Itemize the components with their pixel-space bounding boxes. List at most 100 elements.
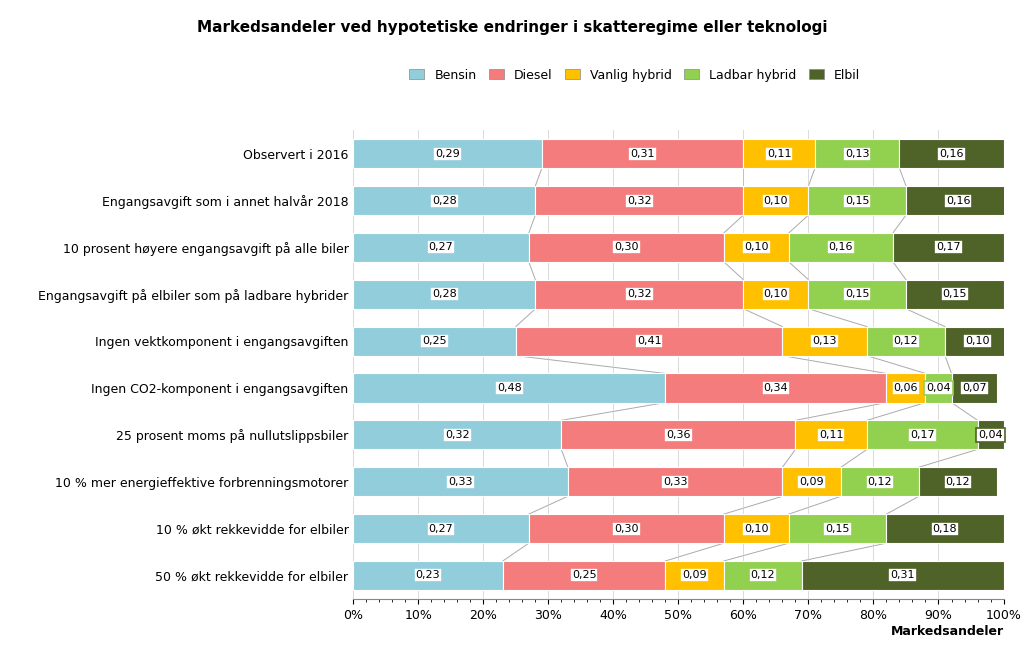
Bar — [788, 514, 887, 543]
Bar — [743, 139, 815, 168]
Text: 0,10: 0,10 — [966, 336, 990, 346]
Text: 0,16: 0,16 — [828, 242, 853, 253]
Text: 0,28: 0,28 — [432, 289, 457, 299]
Text: 0,16: 0,16 — [939, 148, 964, 159]
Bar — [528, 514, 724, 543]
Text: 0,32: 0,32 — [627, 289, 651, 299]
Bar — [899, 139, 1004, 168]
Text: 0,11: 0,11 — [767, 148, 792, 159]
Bar — [815, 139, 899, 168]
Bar — [809, 186, 906, 215]
Text: 0,31: 0,31 — [891, 570, 915, 581]
Text: 0,10: 0,10 — [744, 523, 769, 534]
Text: 0,04: 0,04 — [978, 430, 1002, 440]
Bar — [951, 374, 997, 402]
Text: 0,30: 0,30 — [614, 523, 639, 534]
Text: 0,17: 0,17 — [910, 430, 935, 440]
Bar — [743, 280, 809, 309]
Text: 0,13: 0,13 — [845, 148, 869, 159]
Bar — [893, 233, 1004, 262]
Text: 0,48: 0,48 — [497, 383, 521, 393]
Bar — [353, 467, 568, 496]
Bar — [353, 374, 666, 402]
Bar — [788, 233, 893, 262]
Bar — [743, 186, 809, 215]
Text: 0,11: 0,11 — [819, 430, 844, 440]
Text: 0,18: 0,18 — [933, 523, 957, 534]
Bar — [353, 280, 536, 309]
Text: 0,27: 0,27 — [429, 242, 454, 253]
Bar — [536, 186, 743, 215]
Text: 0,09: 0,09 — [682, 570, 707, 581]
Text: 0,13: 0,13 — [812, 336, 837, 346]
Bar — [666, 374, 887, 402]
Bar — [724, 561, 802, 590]
Bar — [978, 421, 1004, 449]
Bar — [906, 280, 1004, 309]
Bar — [353, 421, 561, 449]
Text: 0,41: 0,41 — [637, 336, 662, 346]
Text: 0,15: 0,15 — [845, 289, 869, 299]
Bar — [809, 280, 906, 309]
Bar — [782, 467, 841, 496]
Text: 0,33: 0,33 — [449, 477, 473, 487]
Bar — [796, 421, 867, 449]
Text: 0,32: 0,32 — [627, 195, 651, 206]
Text: 0,17: 0,17 — [936, 242, 961, 253]
Text: 0,12: 0,12 — [751, 570, 775, 581]
Bar — [841, 467, 919, 496]
Bar — [887, 514, 1004, 543]
Text: 0,28: 0,28 — [432, 195, 457, 206]
Bar — [724, 514, 788, 543]
Text: 0,12: 0,12 — [867, 477, 892, 487]
Text: 0,29: 0,29 — [435, 148, 460, 159]
Bar — [782, 327, 867, 355]
Text: 0,30: 0,30 — [614, 242, 639, 253]
Bar — [561, 421, 796, 449]
Bar — [353, 186, 536, 215]
Text: 0,06: 0,06 — [894, 383, 919, 393]
Bar — [724, 233, 788, 262]
Bar — [528, 233, 724, 262]
Text: 0,04: 0,04 — [926, 383, 951, 393]
Legend: Bensin, Diesel, Vanlig hybrid, Ladbar hybrid, Elbil: Bensin, Diesel, Vanlig hybrid, Ladbar hy… — [406, 65, 864, 85]
Text: 0,27: 0,27 — [429, 523, 454, 534]
Bar — [353, 139, 542, 168]
Text: 0,33: 0,33 — [663, 477, 687, 487]
Bar — [945, 327, 1010, 355]
Bar — [353, 233, 528, 262]
Text: 0,31: 0,31 — [631, 148, 655, 159]
Bar — [926, 374, 951, 402]
Text: 0,10: 0,10 — [764, 195, 788, 206]
Bar — [906, 186, 1010, 215]
Bar — [353, 514, 528, 543]
Text: 0,15: 0,15 — [825, 523, 850, 534]
Text: 0,09: 0,09 — [800, 477, 824, 487]
Bar — [568, 467, 782, 496]
Text: 0,32: 0,32 — [445, 430, 470, 440]
Text: 0,12: 0,12 — [894, 336, 919, 346]
Text: Markedsandeler ved hypotetiske endringer i skatteregime eller teknologi: Markedsandeler ved hypotetiske endringer… — [197, 20, 827, 35]
Text: 0,15: 0,15 — [845, 195, 869, 206]
Text: 0,25: 0,25 — [571, 570, 596, 581]
Text: 0,36: 0,36 — [667, 430, 690, 440]
Text: 0,10: 0,10 — [744, 242, 769, 253]
Text: 0,34: 0,34 — [764, 383, 788, 393]
Text: 0,23: 0,23 — [416, 570, 440, 581]
Text: 0,25: 0,25 — [422, 336, 446, 346]
Text: 0,12: 0,12 — [946, 477, 971, 487]
Text: 0,15: 0,15 — [942, 289, 967, 299]
Bar — [503, 561, 666, 590]
Text: 0,16: 0,16 — [946, 195, 971, 206]
Bar — [867, 327, 945, 355]
Bar — [536, 280, 743, 309]
Text: 0,10: 0,10 — [764, 289, 788, 299]
Bar — [542, 139, 743, 168]
Text: 0,07: 0,07 — [962, 383, 986, 393]
Bar — [353, 327, 516, 355]
Bar — [867, 421, 978, 449]
Bar — [887, 374, 926, 402]
Bar — [353, 561, 503, 590]
Bar — [666, 561, 724, 590]
Text: Markedsandeler: Markedsandeler — [891, 625, 1004, 638]
